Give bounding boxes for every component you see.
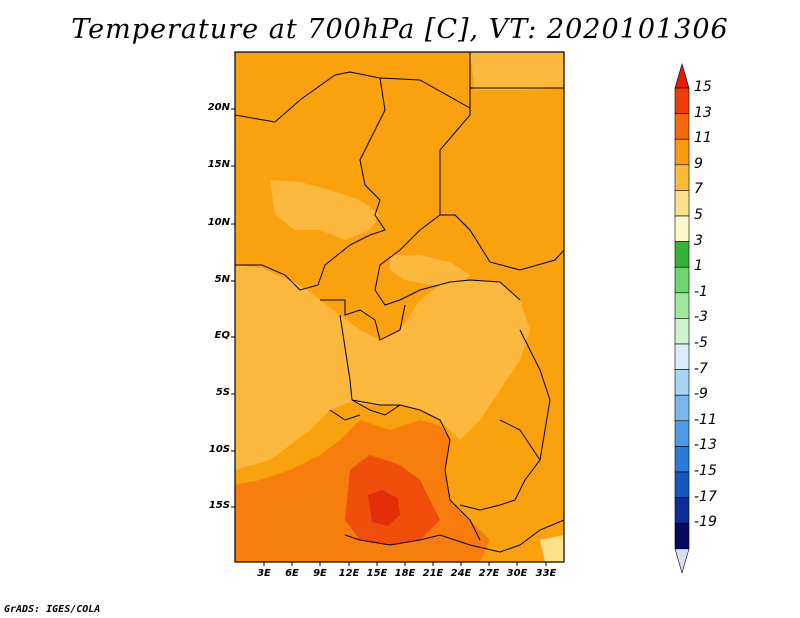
colorbar-label: -9 (694, 386, 708, 403)
colorbar-swatch (674, 497, 690, 524)
lon-tick-label: 27E (478, 568, 500, 579)
colorbar-label: 3 (694, 232, 703, 249)
colorbar-swatch (674, 292, 690, 319)
lat-tick-label: 15N (207, 159, 230, 170)
lon-tick-label: 15E (366, 568, 388, 579)
colorbar-swatch (674, 369, 690, 396)
lat-tick-label: 5S (215, 387, 230, 398)
colorbar-swatch (674, 394, 690, 422)
lon-tick-label: 6E (285, 568, 299, 579)
colorbar-swatch (674, 446, 690, 473)
colorbar-label: 1 (694, 258, 703, 275)
colorbar-swatch (674, 343, 690, 370)
map-frame (234, 51, 565, 563)
temperature-field (235, 52, 564, 562)
colorbar-swatch (674, 164, 690, 191)
colorbar-label: -19 (694, 514, 717, 531)
lon-tick-label: 30E (506, 568, 528, 579)
colorbar-swatch (674, 318, 690, 345)
lat-tick-label: EQ (214, 330, 230, 341)
colorbar-swatch (674, 266, 690, 294)
lon-tick-label: 33E (535, 568, 557, 579)
colorbar-swatch (674, 215, 690, 242)
colorbar-label: 13 (694, 104, 712, 121)
colorbar-label: -3 (694, 309, 708, 326)
colorbar-label: -1 (694, 283, 708, 300)
colorbar-swatch (674, 113, 690, 140)
colorbar-swatch (674, 522, 690, 550)
colorbar-label: 5 (694, 207, 703, 223)
colorbar-swatch (674, 471, 690, 498)
colorbar-swatch (674, 138, 690, 166)
lat-tick-label: 10S (208, 444, 230, 455)
lon-tick-label: 9E (313, 568, 327, 579)
axis-ticks (231, 108, 547, 566)
lon-tick-label: 12E (338, 568, 360, 579)
lon-tick-label: 18E (394, 568, 416, 579)
credit-text: GrADS: IGES/COLA (4, 604, 101, 615)
lat-tick-label: 20N (207, 102, 230, 113)
lat-tick-label: 10N (207, 217, 230, 228)
colorbar-bottom-arrow (674, 548, 690, 574)
colorbar-label: -5 (694, 335, 708, 351)
colorbar-label: 15 (694, 79, 712, 95)
lon-tick-label: 3E (257, 568, 271, 579)
colorbar-label: -7 (694, 360, 708, 377)
colorbar-label: -13 (694, 437, 717, 454)
colorbar-top-arrow (674, 62, 690, 89)
colorbar-swatch (674, 420, 690, 447)
colorbar (674, 62, 690, 574)
colorbar-label: 7 (694, 181, 703, 198)
colorbar-swatch (674, 190, 690, 217)
lat-tick-label: 15S (208, 500, 230, 511)
map-title: Temperature at 700hPa [C], VT: 202010130… (71, 14, 729, 45)
colorbar-label: 11 (694, 130, 712, 147)
colorbar-label: -15 (694, 463, 717, 479)
colorbar-label: 9 (694, 155, 703, 172)
lat-tick-label: 5N (214, 274, 230, 285)
lon-tick-label: 21E (422, 568, 444, 579)
colorbar-swatch (674, 241, 690, 268)
country-borders (234, 52, 565, 553)
colorbar-label: -11 (694, 411, 717, 428)
colorbar-label: -17 (694, 488, 717, 505)
colorbar-swatch (674, 87, 690, 114)
lon-tick-label: 24E (450, 568, 472, 579)
